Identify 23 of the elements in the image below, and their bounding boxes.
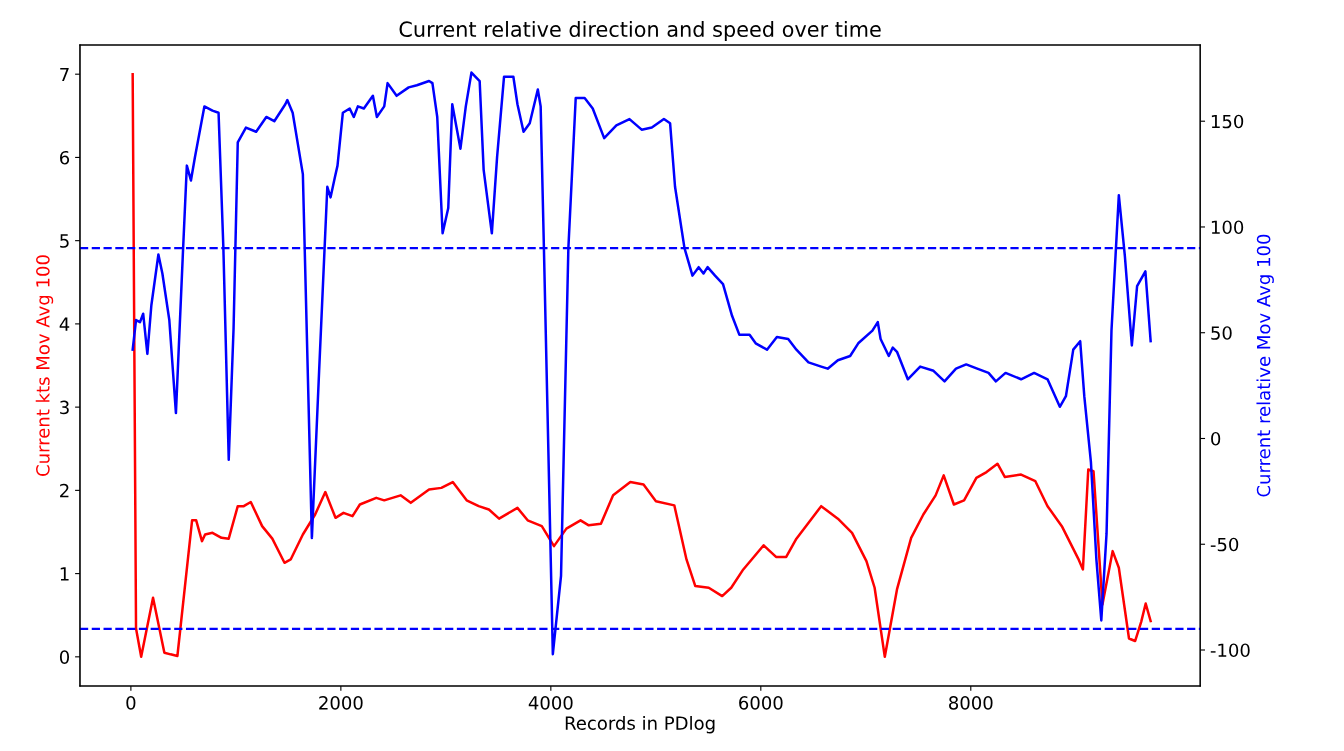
y-tick-label: 2 — [60, 483, 69, 498]
y-tick-label: 3 — [60, 400, 69, 415]
y-tick-label: 5 — [60, 234, 69, 248]
chart-title: Current relative direction and speed over time — [399, 20, 881, 42]
x-tick-label: 2000 — [319, 696, 363, 710]
y2-axis-title: Current relative Mov Avg 100 — [1256, 234, 1274, 497]
x-tick-label: 0 — [126, 696, 136, 710]
y-tick-label: 6 — [60, 150, 70, 165]
y-tick-label: 1 — [60, 567, 69, 581]
y2-tick-label: 0 — [1211, 431, 1221, 446]
y-tick-label: 4 — [59, 317, 70, 331]
y2-tick-label: 50 — [1211, 326, 1232, 340]
y2-tick-label: -50 — [1210, 537, 1239, 552]
x-tick-label: 6000 — [739, 696, 783, 710]
y-tick-label: 7 — [60, 67, 69, 82]
y2-tick-label: -100 — [1210, 643, 1250, 658]
y-axis-title: Current kts Mov Avg 100 — [35, 255, 54, 476]
y2-tick-label: 100 — [1211, 220, 1244, 235]
x-axis-title: Records in PDlog — [565, 715, 715, 734]
x-tick-label: 4000 — [528, 696, 573, 710]
y2-tick-label: 150 — [1211, 114, 1244, 129]
x-tick-label: 8000 — [949, 696, 993, 710]
y-tick-label: 0 — [59, 650, 70, 664]
